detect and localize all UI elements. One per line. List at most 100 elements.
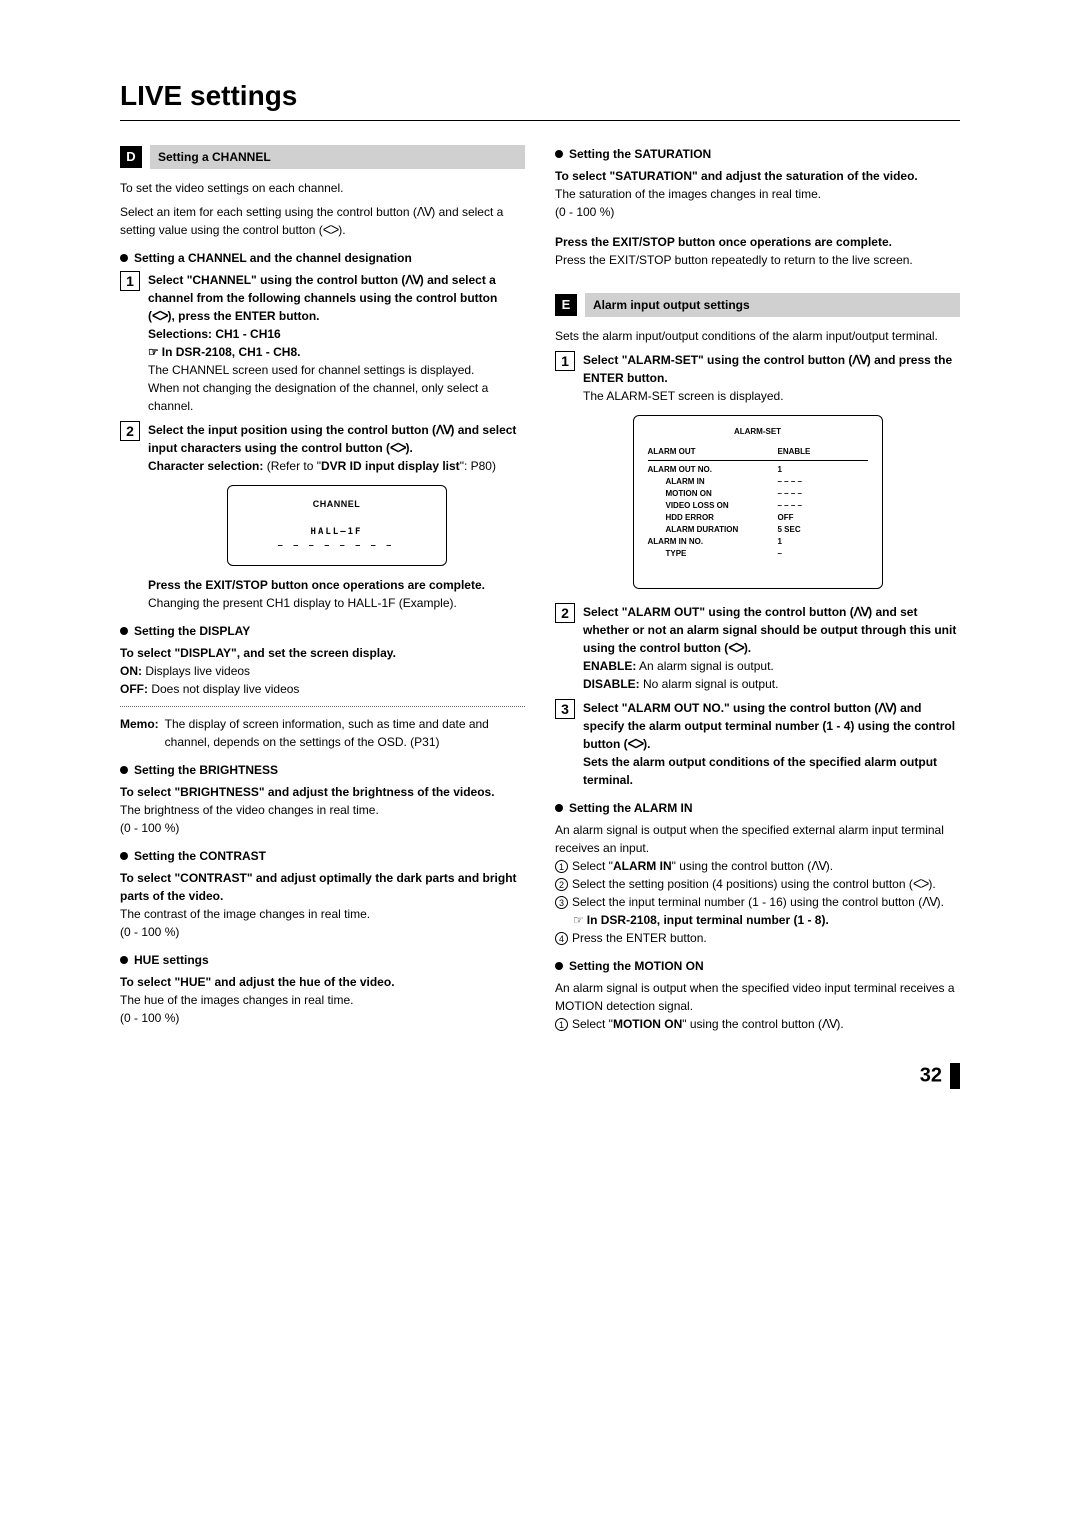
step-body: Select the input position using the cont… (148, 421, 525, 612)
text: An alarm signal is output when the speci… (555, 821, 960, 857)
dotted-divider (120, 706, 525, 707)
range: (0 - 100 %) (120, 923, 525, 941)
text: Sets the alarm output conditions of the … (583, 753, 960, 789)
right-column: Setting the SATURATION To select "SATURA… (555, 145, 960, 1033)
value: No alarm signal is output. (640, 677, 779, 691)
step-body: Select "ALARM-SET" using the control but… (583, 351, 960, 405)
text: When not changing the designation of the… (148, 379, 525, 415)
left-column: D Setting a CHANNEL To set the video set… (120, 145, 525, 1033)
bullet-icon (120, 852, 128, 860)
page-title: LIVE settings (120, 80, 960, 112)
step-2: 2 Select the input position using the co… (120, 421, 525, 612)
value: An alarm signal is output. (636, 659, 773, 673)
step-number: 1 (120, 271, 140, 291)
updown-icon: ᐱᐯ (852, 353, 866, 367)
updown-icon: ᐱᐯ (417, 205, 431, 219)
text: DVR ID input display list (321, 459, 460, 473)
subsection-title: Setting the BRIGHTNESS (134, 761, 278, 779)
text: ). (836, 1017, 843, 1031)
text: The hue of the images changes in real ti… (120, 991, 525, 1009)
text: Press the EXIT/STOP button repeatedly to… (555, 251, 960, 269)
intro-text: Select an item for each setting using th… (120, 203, 525, 239)
text: Select an item for each setting using th… (120, 205, 417, 219)
step-1: 1 Select "CHANNEL" using the control but… (120, 271, 525, 415)
alarm-set-diagram: ALARM-SET ALARM OUTENABLEALARM OUT NO.1A… (633, 415, 883, 589)
text: The ALARM-SET screen is displayed. (583, 387, 960, 405)
intro-text: To set the video settings on each channe… (120, 179, 525, 197)
text: ). (643, 737, 650, 751)
bullet-icon (120, 254, 128, 262)
leftright-icon: ᐸᐳ (152, 309, 168, 323)
subsection-header: Setting the BRIGHTNESS (120, 761, 525, 779)
subsection-header: Setting the SATURATION (555, 145, 960, 163)
step-body: Select "ALARM OUT NO." using the control… (583, 699, 960, 789)
leftright-icon: ᐸᐳ (913, 877, 929, 891)
text: To select "BRIGHTNESS" and adjust the br… (120, 783, 525, 801)
note: In DSR-2108, input terminal number (1 - … (587, 913, 829, 927)
hand-icon: ☞ (573, 913, 587, 927)
text: ), press the ENTER button. (168, 309, 320, 323)
text: The CHANNEL screen used for channel sett… (148, 361, 525, 379)
updown-icon: ᐱᐯ (854, 605, 868, 619)
subsection-title: Setting a CHANNEL and the channel design… (134, 249, 412, 267)
text: The brightness of the video changes in r… (120, 801, 525, 819)
text: MOTION ON (613, 1017, 682, 1031)
text: Select "ALARM-SET" using the control but… (583, 353, 852, 367)
memo: Memo: The display of screen information,… (120, 715, 525, 751)
updown-icon: ᐱᐯ (822, 1017, 836, 1031)
bullet-icon (120, 766, 128, 774)
subsection-title: Setting the MOTION ON (569, 957, 704, 975)
text: ). (928, 877, 935, 891)
range: (0 - 100 %) (120, 1009, 525, 1027)
subsection-header: Setting the DISPLAY (120, 622, 525, 640)
subsection-title: Setting the DISPLAY (134, 622, 250, 640)
step-number: 2 (120, 421, 140, 441)
subsection-title: Setting the CONTRAST (134, 847, 266, 865)
text: Changing the present CH1 display to HALL… (148, 594, 525, 612)
step-number: 1 (555, 351, 575, 371)
step-number: 2 (555, 603, 575, 623)
step-1: 1 Select "ALARM-SET" using the control b… (555, 351, 960, 405)
step-body: Select "CHANNEL" using the control butto… (148, 271, 525, 415)
subsection-title: Setting the ALARM IN (569, 799, 693, 817)
label: OFF: (120, 682, 148, 696)
memo-label: Memo: (120, 715, 159, 751)
hand-icon: ☞ (148, 345, 162, 359)
step-number: 3 (555, 699, 575, 719)
leftright-icon: ᐸᐳ (628, 737, 644, 751)
value: Displays live videos (145, 664, 250, 678)
leftright-icon: ᐸᐳ (728, 641, 744, 655)
subsection-title: Setting the SATURATION (569, 145, 711, 163)
text: An alarm signal is output when the speci… (555, 979, 960, 1015)
value: Does not display live videos (151, 682, 299, 696)
step-body: Select "ALARM OUT" using the control but… (583, 603, 960, 693)
leftright-icon: ᐸᐳ (323, 223, 339, 237)
text: ). (937, 895, 944, 909)
subsection-header: Setting the ALARM IN (555, 799, 960, 817)
text: Select " (572, 859, 613, 873)
page-mark-icon (950, 1063, 960, 1089)
bullet-icon (555, 150, 563, 158)
text: Select the setting position (4 positions… (572, 877, 913, 891)
text: ). (826, 859, 833, 873)
note: In DSR-2108, CH1 - CH8. (162, 345, 301, 359)
text: Select "ALARM OUT" using the control but… (583, 605, 854, 619)
diagram-title: CHANNEL (244, 498, 430, 512)
leftright-icon: ᐸᐳ (390, 441, 406, 455)
circled-number-icon: 1 (555, 860, 568, 873)
text: Select "CHANNEL" using the control butto… (148, 273, 405, 287)
subsection-header: Setting the CONTRAST (120, 847, 525, 865)
text: ). (338, 223, 345, 237)
updown-icon: ᐱᐯ (405, 273, 419, 287)
circled-number-icon: 1 (555, 1018, 568, 1031)
section-title: Alarm input output settings (585, 293, 960, 317)
range: (0 - 100 %) (555, 203, 960, 221)
text: " using the control button ( (682, 1017, 822, 1031)
subsection-header: Setting the MOTION ON (555, 957, 960, 975)
text: (Refer to " (263, 459, 321, 473)
subsection-header: HUE settings (120, 951, 525, 969)
bullet-icon (120, 956, 128, 964)
text: ": P80) (460, 459, 496, 473)
intro-text: Sets the alarm input/output conditions o… (555, 327, 960, 345)
bullet-icon (120, 627, 128, 635)
